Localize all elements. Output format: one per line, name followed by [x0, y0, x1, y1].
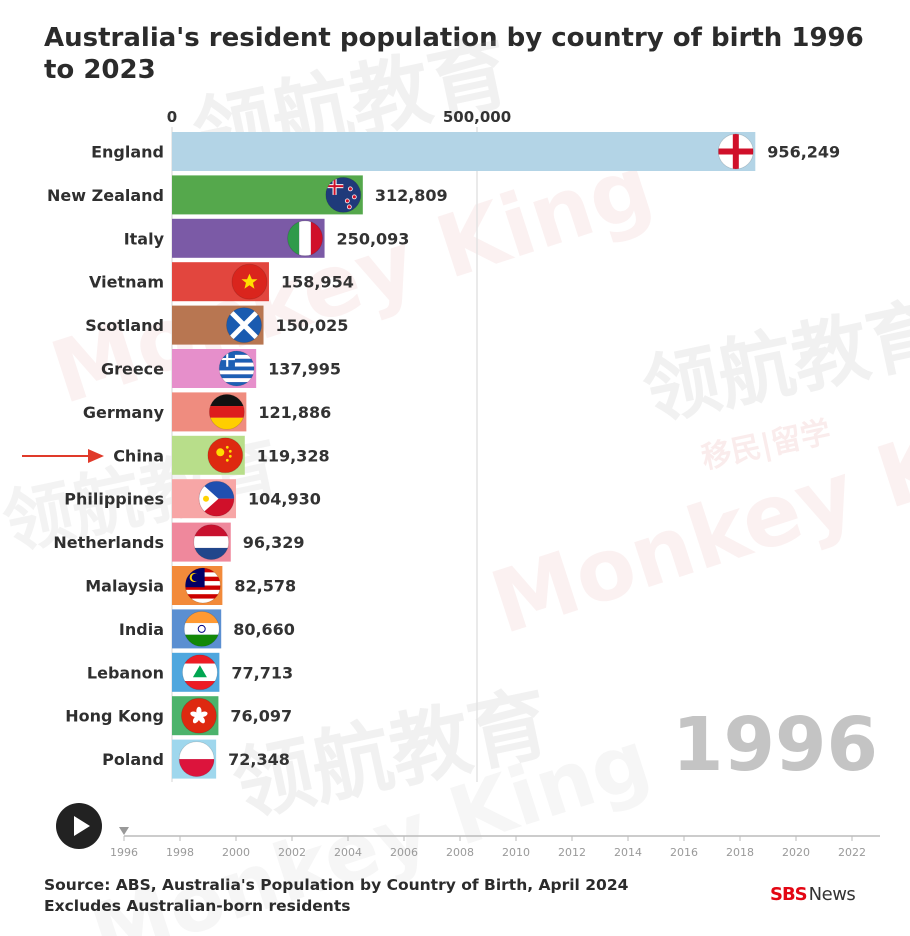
category-label: Lebanon: [87, 663, 164, 682]
bar-group: [172, 652, 220, 692]
bar-group: [172, 262, 269, 302]
value-label: 956,249: [767, 143, 840, 162]
value-label: 82,578: [234, 577, 296, 596]
value-label: 121,886: [258, 403, 331, 422]
value-label: 80,660: [233, 620, 295, 639]
vietnam-flag-icon: [231, 264, 267, 300]
value-label: 312,809: [375, 186, 448, 205]
timeline[interactable]: 1996 1998 2000 2002 2004 2006 2008 2010 2012 2014…: [110, 827, 880, 859]
bar-layer: [172, 132, 756, 779]
red-arrow-head: [88, 449, 104, 463]
value-label: 76,097: [230, 707, 292, 726]
highlight-arrow: [22, 449, 104, 463]
bar-group: [172, 305, 264, 345]
netherlands-flag-icon: [193, 524, 229, 560]
timeline-year-label: 2002: [278, 846, 306, 859]
philippines-flag-icon: [199, 481, 235, 517]
timeline-year-label: 2010: [502, 846, 530, 859]
timeline-year-label: 2014: [614, 846, 642, 859]
category-label: India: [119, 620, 164, 639]
timeline-year-label: 2018: [726, 846, 754, 859]
x-tick-label: 0: [167, 108, 177, 126]
brand-logo: SBS: [770, 883, 808, 905]
value-label: 96,329: [243, 533, 305, 552]
timeline-year-label: 1998: [166, 846, 194, 859]
category-label: Malaysia: [85, 577, 164, 596]
play-button[interactable]: [56, 803, 102, 849]
category-label: Hong Kong: [65, 707, 164, 726]
category-label: Scotland: [85, 316, 164, 335]
bar-group: [172, 392, 247, 432]
scotland-flag-icon: [226, 307, 262, 343]
bar-group: [172, 218, 325, 258]
bar: [172, 132, 756, 171]
bar-group: [172, 435, 245, 475]
value-label: 104,930: [248, 490, 321, 509]
bar-group: [172, 479, 237, 519]
hong-kong-flag-icon: [181, 698, 217, 734]
bar-group: [172, 566, 223, 605]
lebanon-flag-icon: [182, 654, 218, 690]
timeline-year-label: 2008: [446, 846, 474, 859]
category-label: Philippines: [64, 490, 164, 509]
brand-suffix: News: [808, 883, 856, 905]
category-label: China: [113, 446, 164, 465]
category-label: Netherlands: [53, 533, 164, 552]
china-flag-icon: [207, 437, 243, 473]
bar-group: [172, 739, 217, 779]
source-note: Source: ABS, Australia's Population by C…: [44, 875, 628, 917]
bar-group: [172, 522, 231, 562]
category-label: New Zealand: [47, 186, 164, 205]
value-label: 158,954: [281, 273, 354, 292]
bar-group: [172, 696, 219, 736]
value-label: 150,025: [276, 316, 349, 335]
value-label: 72,348: [228, 750, 290, 769]
timeline-year-label: 2020: [782, 846, 810, 859]
value-label: 250,093: [337, 229, 410, 248]
timeline-year-label: 2000: [222, 846, 250, 859]
timeline-year-label: 2012: [558, 846, 586, 859]
category-label: Greece: [101, 360, 164, 379]
category-label: Italy: [124, 229, 165, 248]
source-line: Source: ABS, Australia's Population by C…: [44, 876, 629, 894]
category-label: Poland: [102, 750, 164, 769]
england-flag-icon: [718, 134, 754, 169]
poland-flag-icon: [179, 741, 215, 777]
timeline-year-label: 1996: [110, 846, 138, 859]
bar-group: [172, 132, 756, 171]
italy-flag-icon: [287, 220, 323, 256]
timeline-handle[interactable]: [119, 827, 129, 835]
category-label: Germany: [83, 403, 165, 422]
timeline-year-label: 2016: [670, 846, 698, 859]
label-layer: England 956,249 New Zealand 312,809 Italy 250…: [47, 143, 840, 770]
bar-group: [172, 175, 363, 215]
bar-group: [172, 609, 222, 649]
timeline-year-label: 2022: [838, 846, 866, 859]
sbs-news-logo: SBS News: [770, 881, 856, 907]
chart-title: Australia's resident population by count…: [44, 23, 864, 85]
value-label: 119,328: [257, 446, 330, 465]
value-label: 77,713: [231, 663, 293, 682]
x-tick-label: 500,000: [443, 108, 511, 126]
timeline-year-label: 2004: [334, 846, 362, 859]
category-label: England: [91, 143, 164, 162]
germany-flag-icon: [209, 394, 245, 430]
timeline-year-label: 2006: [390, 846, 418, 859]
note-line: Excludes Australian-born residents: [44, 897, 351, 915]
category-label: Vietnam: [89, 273, 164, 292]
india-flag-icon: [184, 611, 220, 647]
bar-group: [172, 349, 257, 388]
current-year-display: 1996: [672, 702, 878, 788]
value-label: 137,995: [268, 360, 341, 379]
